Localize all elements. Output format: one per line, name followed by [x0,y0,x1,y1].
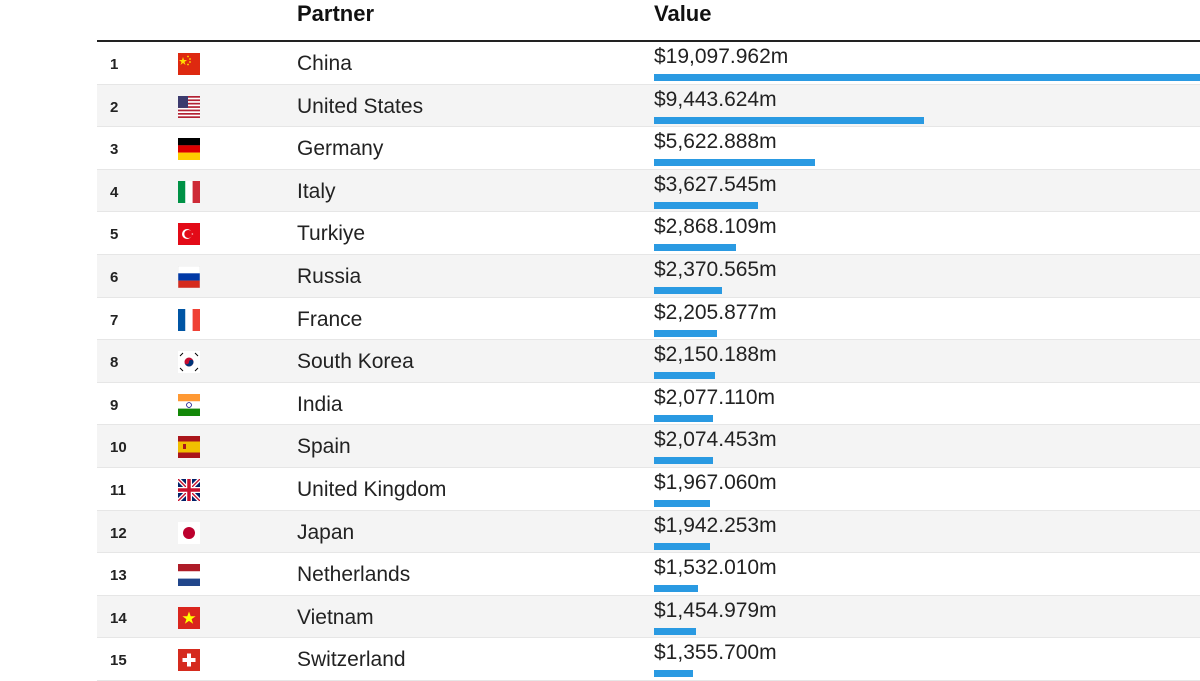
value-label: $1,942.253m [654,513,777,537]
table-row: 5 Turkiye $2,868.109m [97,212,1200,255]
table-row: 3 Germany $5,622.888m [97,127,1200,170]
table-row: 15 Switzerland $1,355.700m [97,638,1200,681]
rank-number: 12 [110,524,127,542]
netherlands-flag-icon [178,564,200,587]
country-name: Switzerland [297,648,406,672]
country-name: South Korea [297,350,414,374]
table-row: 11 United Kingdom $1,967.060m [97,468,1200,511]
value-label: $2,868.109m [654,215,777,239]
rank-number: 15 [110,652,127,670]
country-name: Japan [297,520,355,544]
country-name: Vietnam [297,605,374,629]
country-name: Netherlands [297,563,411,587]
value-bar [654,457,713,465]
country-name: United Kingdom [297,477,447,501]
country-name: Germany [297,137,384,161]
table-row: 2 United States $9,443.624m [97,84,1200,128]
india-flag-icon [178,393,200,416]
usa-flag-icon [178,95,200,118]
value-label: $1,454.979m [654,598,777,622]
value-label: $1,967.060m [654,470,777,494]
vietnam-flag-icon [178,606,200,629]
country-name: Russia [297,264,362,288]
value-bar [654,372,715,380]
country-name: India [297,392,343,416]
value-label: $2,370.565m [654,257,777,281]
value-bar [654,116,924,124]
country-name: Turkiye [297,222,366,246]
table-row: 4 Italy $3,627.545m [97,169,1200,213]
value-label: $1,532.010m [654,556,777,580]
spain-flag-icon [178,436,200,459]
value-label: $9,443.624m [654,87,777,111]
japan-flag-icon [178,521,200,544]
value-label: $2,150.188m [654,343,777,367]
rank-number: 5 [110,226,119,244]
rank-number: 14 [110,609,127,627]
partner-column-header: Partner [297,1,375,26]
header-divider [97,40,1200,42]
country-name: France [297,307,363,331]
table-header: Partner Value [0,0,1200,40]
value-bar [654,585,698,593]
value-label: $1,355.700m [654,641,777,665]
germany-flag-icon [178,138,200,161]
rank-number: 7 [110,311,119,329]
rank-number: 2 [110,98,119,116]
value-label: $2,077.110m [654,385,776,409]
value-bar [654,286,722,294]
switzerland-flag-icon [178,649,200,672]
value-bar [654,244,736,252]
rank-number: 11 [110,481,126,499]
ranking-table: 1 China $19,097.962m 2 United States $9,443.6… [97,42,1200,681]
rank-number: 1 [110,56,119,73]
value-bar [654,670,693,678]
value-label: $3,627.545m [654,172,777,196]
table-row: 10 Spain $2,074.453m [97,425,1200,468]
south-korea-flag-icon [178,351,200,374]
table-row: 12 Japan $1,942.253m [97,510,1200,554]
rank-number: 13 [110,567,127,585]
rank-number: 4 [110,183,119,201]
rank-number: 9 [110,396,119,414]
country-name: China [297,52,352,75]
rank-number: 10 [110,439,127,457]
value-bar [654,627,696,635]
value-label: $19,097.962m [654,45,789,68]
table-row: 13 Netherlands $1,532.010m [97,553,1200,596]
turkey-flag-icon [178,223,200,246]
value-bar [654,499,710,507]
value-bar [654,74,1200,81]
table-row: 6 Russia $2,370.565m [97,254,1200,298]
country-name: Italy [297,179,336,203]
value-bar [654,542,710,550]
russia-flag-icon [178,265,200,288]
france-flag-icon [178,308,200,331]
table-row: 7 France $2,205.877m [97,298,1200,341]
italy-flag-icon [178,180,200,203]
table-row: 1 China $19,097.962m [97,42,1200,85]
rank-number: 6 [110,268,119,286]
value-label: $5,622.888m [654,130,777,154]
value-bar [654,159,815,167]
table-row: 9 India $2,077.110m [97,383,1200,426]
rank-number: 3 [110,141,119,159]
uk-flag-icon [178,478,200,501]
country-name: Spain [297,435,351,459]
china-flag-icon [178,53,200,75]
value-bar [654,414,713,422]
country-name: United States [297,94,424,118]
rank-number: 8 [110,354,119,372]
value-label: $2,205.877m [654,300,777,324]
table-row: 14 Vietnam $1,454.979m [97,595,1200,639]
table-row: 8 South Korea $2,150.188m [97,340,1200,383]
value-bar [654,329,717,337]
value-label: $2,074.453m [654,428,777,452]
value-column-header: Value [654,1,712,26]
value-bar [654,201,758,209]
